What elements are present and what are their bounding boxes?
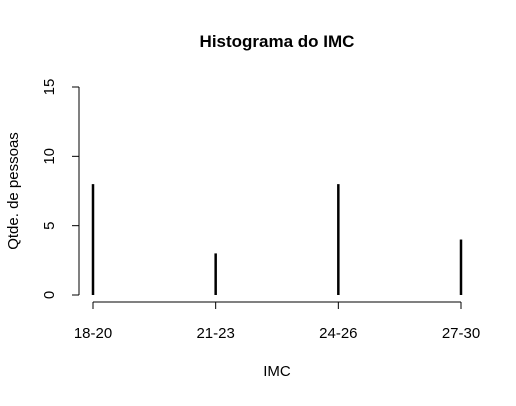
y-axis-label: Qtde. de pessoas bbox=[5, 132, 22, 250]
x-tick-label: 27-30 bbox=[442, 325, 480, 342]
axes: 0 5 10 15 18-20 21-23 24-26 27-30 bbox=[41, 79, 480, 342]
y-tick-label: 15 bbox=[41, 79, 58, 96]
y-tick-label: 10 bbox=[41, 148, 58, 165]
x-axis-label: IMC bbox=[263, 363, 291, 380]
x-tick-label: 21-23 bbox=[196, 325, 234, 342]
y-tick-label: 0 bbox=[41, 291, 58, 299]
x-tick-label: 18-20 bbox=[74, 325, 112, 342]
y-tick-label: 5 bbox=[41, 221, 58, 229]
x-tick-label: 24-26 bbox=[319, 325, 357, 342]
chart-title: Histograma do IMC bbox=[200, 32, 355, 51]
bars bbox=[91, 184, 463, 295]
